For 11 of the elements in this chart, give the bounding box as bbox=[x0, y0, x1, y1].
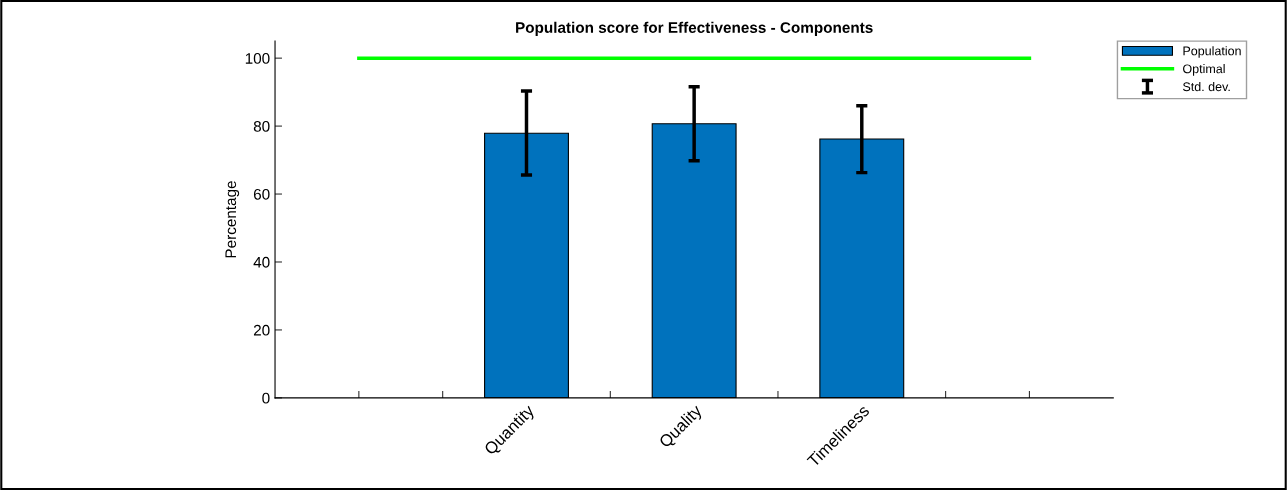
y-tick-label: 40 bbox=[253, 256, 270, 268]
legend-label: Population bbox=[1183, 46, 1241, 58]
y-tick-label: 60 bbox=[253, 188, 270, 200]
y-tick-label: 100 bbox=[245, 53, 270, 64]
y-axis-title: Percentage bbox=[225, 181, 240, 258]
chart-title: Population score for Effectiveness - Components bbox=[516, 21, 873, 36]
y-tick-label: 20 bbox=[253, 324, 270, 336]
y-tick-label: 0 bbox=[262, 392, 270, 404]
text: Std. dev. bbox=[1183, 81, 1230, 92]
y-tick-label: 80 bbox=[253, 120, 270, 132]
legend-label: Optimal bbox=[1183, 64, 1225, 76]
